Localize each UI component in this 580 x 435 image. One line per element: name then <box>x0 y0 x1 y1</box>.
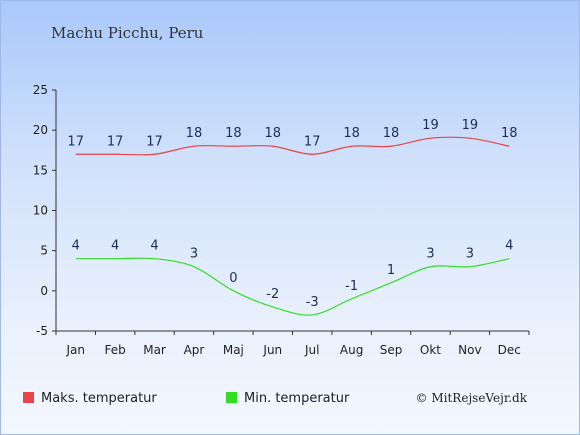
legend-label-max: Maks. temperatur <box>41 391 157 406</box>
y-tick-label: 10 <box>33 204 48 218</box>
data-label-min: 3 <box>466 247 474 262</box>
y-tick-label: 20 <box>33 123 48 137</box>
data-label-min: 4 <box>505 239 513 254</box>
data-label-max: 18 <box>343 126 360 141</box>
data-label-min: 4 <box>72 239 80 254</box>
data-label-max: 18 <box>265 126 282 141</box>
data-label-min: 3 <box>190 247 198 262</box>
credit-text: © MitRejseVejr.dk <box>416 391 528 405</box>
legend-label-min: Min. temperatur <box>244 391 350 406</box>
y-tick-label: 25 <box>33 83 48 97</box>
legend-swatch-min <box>226 392 237 403</box>
x-tick-label: Okt <box>420 343 441 357</box>
x-tick-label: Maj <box>223 343 244 357</box>
data-labels: 17 17 17 18 18 18 17 18 18 19 19 18 4 4 4 3 0 -2 -3 -1 1 3 3 4 <box>67 118 517 310</box>
x-tick-label: Feb <box>105 343 126 357</box>
data-label-max: 17 <box>146 134 163 149</box>
chart-title: Machu Picchu, Peru <box>51 24 204 42</box>
data-label-max: 19 <box>462 118 479 133</box>
data-label-min: 0 <box>229 271 237 286</box>
data-label-max: 18 <box>501 126 518 141</box>
x-tick-label: Mar <box>143 343 166 357</box>
data-label-max: 17 <box>304 134 321 149</box>
data-label-max: 18 <box>225 126 242 141</box>
data-label-min: 4 <box>111 239 119 254</box>
x-tick-label: Jan <box>65 343 85 357</box>
data-label-min: 3 <box>426 247 434 262</box>
data-label-max: 17 <box>107 134 124 149</box>
data-label-min: -3 <box>306 295 319 310</box>
data-label-min: -2 <box>266 287 279 302</box>
data-label-max: 18 <box>186 126 203 141</box>
y-tick-label: 15 <box>33 163 48 177</box>
data-label-max: 19 <box>422 118 439 133</box>
x-tick-label: Sep <box>380 343 403 357</box>
y-tick-label: -5 <box>36 324 48 338</box>
data-label-min: 1 <box>387 263 395 278</box>
series-line-max <box>75 136 510 156</box>
y-tick-label: 5 <box>40 244 48 258</box>
data-label-max: 18 <box>383 126 400 141</box>
x-tick-label: Aug <box>340 343 363 357</box>
legend: Maks. temperatur Min. temperatur <box>23 391 350 406</box>
data-label-min: 4 <box>150 239 158 254</box>
legend-swatch-max <box>23 392 34 403</box>
series-lines <box>75 136 510 316</box>
x-tick-label: Dec <box>498 343 521 357</box>
x-tick-label: Apr <box>184 343 205 357</box>
data-label-max: 17 <box>67 134 84 149</box>
series-line-min <box>75 257 510 316</box>
data-label-min: -1 <box>345 279 358 294</box>
x-tick-label: Jun <box>262 343 282 357</box>
y-tick-label: 0 <box>40 284 48 298</box>
x-tick-label: Nov <box>458 343 481 357</box>
x-tick-label: Jul <box>304 343 319 357</box>
